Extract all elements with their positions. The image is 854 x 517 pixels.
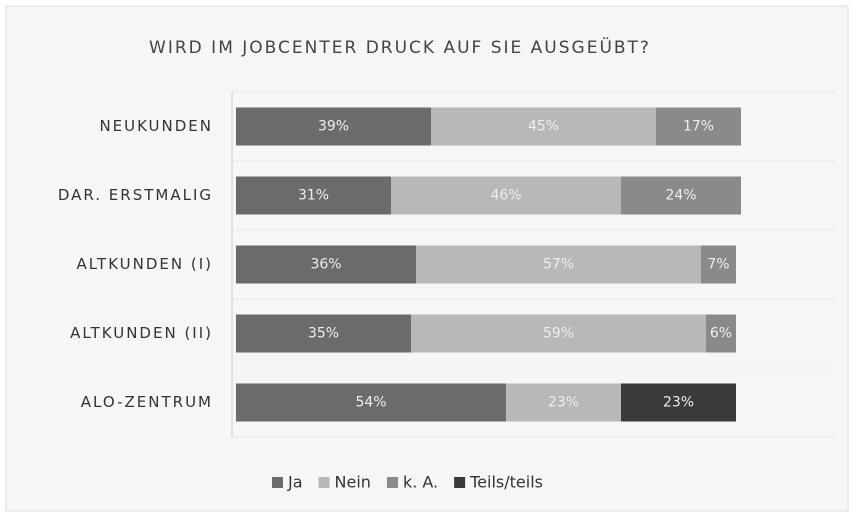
- bar-segment: [656, 107, 741, 146]
- bar-segment: [236, 107, 431, 146]
- bar-segment: [391, 176, 621, 215]
- category-label: NEUKUNDEN: [99, 117, 213, 135]
- bar-segment: [416, 245, 701, 284]
- legend-swatch: [318, 477, 330, 488]
- bar-segment: [411, 314, 706, 353]
- bar-segment: [506, 383, 621, 422]
- bar-segment: [701, 245, 736, 284]
- bar-segment: [236, 383, 506, 422]
- bar-segment: [236, 245, 416, 284]
- value-label: 54%: [355, 395, 386, 411]
- value-label: 23%: [548, 395, 579, 411]
- bar-segment: [706, 314, 736, 353]
- value-label: 39%: [318, 119, 349, 135]
- legend-swatch: [272, 477, 283, 488]
- value-label: 6%: [710, 326, 732, 342]
- category-label: ALTKUNDEN (I): [77, 255, 214, 273]
- legend-swatch: [454, 477, 466, 488]
- value-label: 24%: [665, 188, 696, 204]
- legend-label: Ja: [287, 473, 303, 492]
- value-label: 23%: [663, 395, 694, 411]
- bar-segment: [621, 176, 741, 215]
- value-label: 57%: [543, 257, 574, 273]
- value-label: 31%: [298, 188, 329, 204]
- legend-label: Teils/teils: [469, 473, 543, 492]
- bar-segment: [236, 314, 411, 353]
- value-label: 59%: [543, 326, 574, 342]
- bar-segment: [431, 107, 656, 146]
- bar-segment: [236, 176, 391, 215]
- legend-label: k. A.: [403, 473, 438, 492]
- value-label: 7%: [707, 257, 729, 273]
- category-label: ALO-ZENTRUM: [81, 393, 213, 411]
- value-label: 17%: [683, 119, 714, 135]
- value-label: 36%: [310, 257, 341, 273]
- legend-label: Nein: [335, 473, 371, 492]
- value-label: 35%: [308, 326, 339, 342]
- category-label: DAR. ERSTMALIG: [58, 186, 213, 204]
- value-label: 46%: [490, 188, 521, 204]
- bar-segment: [621, 383, 736, 422]
- value-label: 45%: [528, 119, 559, 135]
- legend-swatch: [386, 477, 398, 488]
- chart-title: WIRD IM JOBCENTER DRUCK AUF SIE AUSGEÜBT…: [149, 36, 651, 58]
- category-label: ALTKUNDEN (II): [70, 324, 213, 342]
